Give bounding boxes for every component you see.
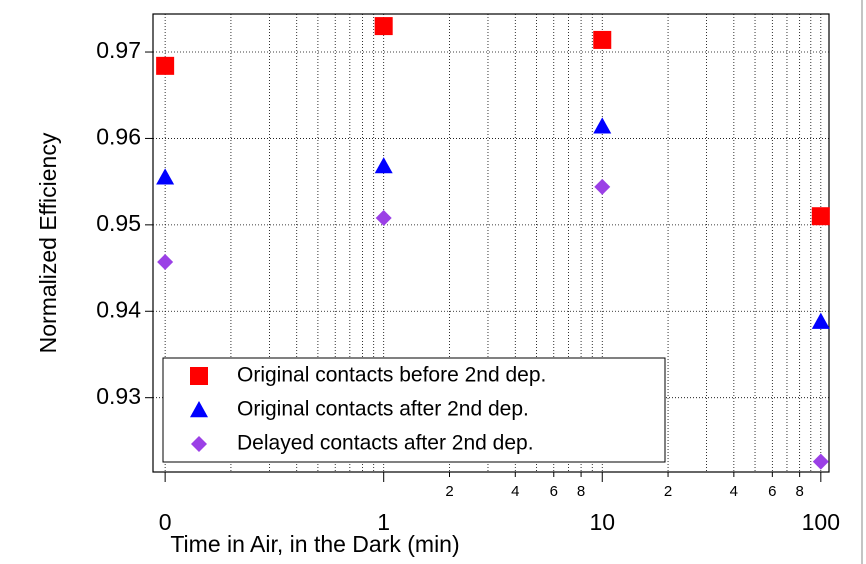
point	[375, 209, 392, 226]
x-axis-label: Time in Air, in the Dark (min)	[170, 531, 459, 557]
point	[812, 453, 829, 470]
legend-box	[162, 357, 666, 463]
x-minor-tick-label: 4	[511, 483, 519, 500]
point	[374, 157, 393, 174]
x-tick-label: 0	[159, 509, 172, 535]
legend-label: Original contacts after 2nd dep.	[237, 398, 529, 421]
point	[594, 178, 611, 195]
point	[811, 207, 830, 226]
legend-label: Delayed contacts after 2nd dep.	[237, 432, 534, 455]
point	[593, 117, 612, 134]
point	[593, 30, 612, 49]
point	[156, 168, 175, 185]
y-tick-label: 0.96	[96, 124, 141, 150]
y-tick-label: 0.95	[96, 210, 141, 236]
point	[156, 56, 175, 75]
y-tick-label: 0.94	[96, 296, 141, 322]
legend-label: Original contacts before 2nd dep.	[237, 364, 546, 387]
point	[811, 312, 830, 329]
legend-marker	[190, 367, 208, 385]
x-minor-tick-label: 6	[550, 483, 558, 500]
x-minor-tick-label: 4	[730, 483, 738, 500]
legend-marker	[191, 436, 207, 452]
y-axis-label: Normalized Efficiency	[35, 132, 61, 353]
x-minor-tick-label: 8	[795, 483, 803, 500]
x-tick-label: 100	[802, 509, 840, 535]
x-minor-tick-label: 8	[577, 483, 585, 500]
x-tick-label: 10	[589, 509, 615, 535]
x-minor-tick-label: 2	[445, 483, 453, 500]
plot-frame	[152, 13, 830, 473]
legend-marker	[190, 401, 208, 418]
point	[157, 254, 174, 271]
y-tick-label: 0.97	[96, 37, 141, 63]
x-minor-tick-label: 6	[768, 483, 776, 500]
y-tick-label: 0.93	[96, 383, 141, 409]
x-tick-label: 1	[377, 509, 390, 535]
x-minor-tick-label: 2	[664, 483, 672, 500]
point	[374, 17, 393, 36]
